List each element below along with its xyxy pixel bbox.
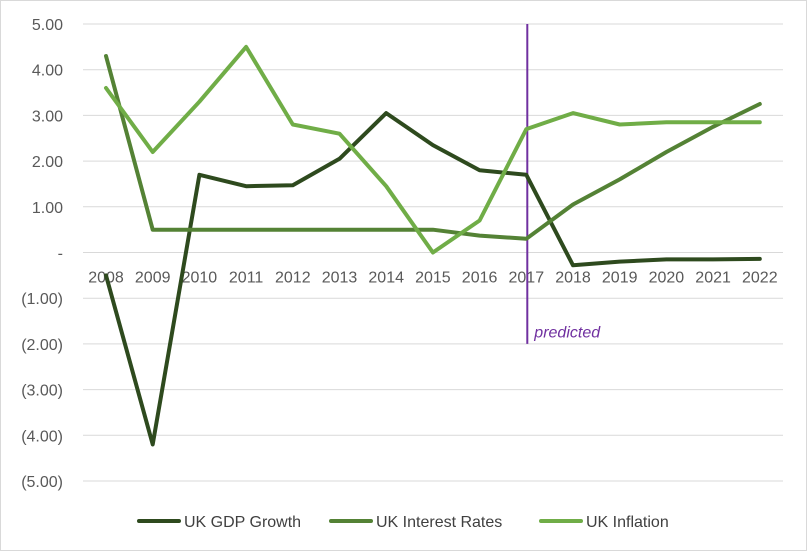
x-tick-label: 2020 <box>649 270 685 287</box>
x-tick-label: 2009 <box>135 270 171 287</box>
y-tick-label: (2.00) <box>21 337 63 354</box>
legend-label: UK Interest Rates <box>376 514 502 531</box>
x-tick-label: 2016 <box>462 270 498 287</box>
x-tick-label: 2022 <box>742 270 778 287</box>
y-tick-label: (3.00) <box>21 383 63 400</box>
y-tick-label: (1.00) <box>21 291 63 308</box>
y-tick-label: 1.00 <box>32 200 63 217</box>
x-tick-label: 2015 <box>415 270 451 287</box>
series-line-2 <box>104 54 762 241</box>
x-tick-label: 2018 <box>555 270 591 287</box>
x-tick-label: 2019 <box>602 270 638 287</box>
y-tick-label: 3.00 <box>32 108 63 125</box>
y-tick-label: 5.00 <box>32 17 63 34</box>
series-line-1 <box>104 111 762 447</box>
x-tick-label: 2014 <box>368 270 404 287</box>
legend-label: UK Inflation <box>586 514 669 531</box>
predicted-annotation: predicted <box>533 324 601 341</box>
x-tick-label: 2013 <box>322 270 358 287</box>
x-tick-label: 2012 <box>275 270 311 287</box>
x-tick-label: 2011 <box>229 270 264 287</box>
x-tick-label: 2021 <box>695 270 731 287</box>
y-tick-label: - <box>58 246 63 263</box>
legend-label: UK GDP Growth <box>184 514 301 531</box>
y-tick-label: (4.00) <box>21 428 63 445</box>
y-tick-label: (5.00) <box>21 474 63 491</box>
y-tick-label: 2.00 <box>32 154 63 171</box>
series-line-3 <box>104 44 762 255</box>
y-tick-label: 4.00 <box>32 63 63 80</box>
x-tick-label: 2010 <box>182 270 218 287</box>
